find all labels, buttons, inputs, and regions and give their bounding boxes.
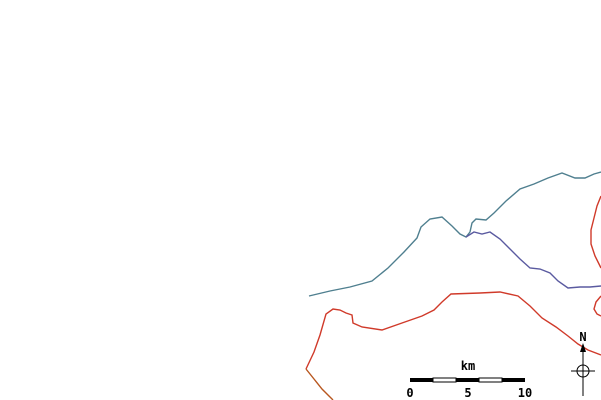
- scale-bar-segment-2: [432, 377, 457, 383]
- scale-bar-segment-5: [502, 378, 525, 382]
- scale-bar-segment-3: [456, 378, 479, 382]
- scale-bar: km 0 5 10: [406, 359, 532, 400]
- north-arrow-label: N: [579, 330, 586, 344]
- scale-bar-segment-1: [410, 378, 433, 382]
- river-line-east: [465, 231, 601, 289]
- boundary-line-northeast: [590, 195, 601, 269]
- scale-bar-segment-4: [478, 377, 503, 383]
- scale-bar-tick-5: 5: [464, 386, 471, 400]
- river-line-west: [308, 171, 601, 297]
- north-arrow: N: [571, 330, 595, 396]
- boundary-line-east-stub: [593, 295, 601, 317]
- scale-bar-tick-0: 0: [406, 386, 413, 400]
- boundary-line-southwest-tail: [305, 368, 334, 400]
- scale-bar-unit: km: [461, 359, 475, 373]
- scale-bar-tick-10: 10: [518, 386, 532, 400]
- boundary-line-south: [305, 291, 601, 370]
- compass-rose-icon: [571, 343, 595, 396]
